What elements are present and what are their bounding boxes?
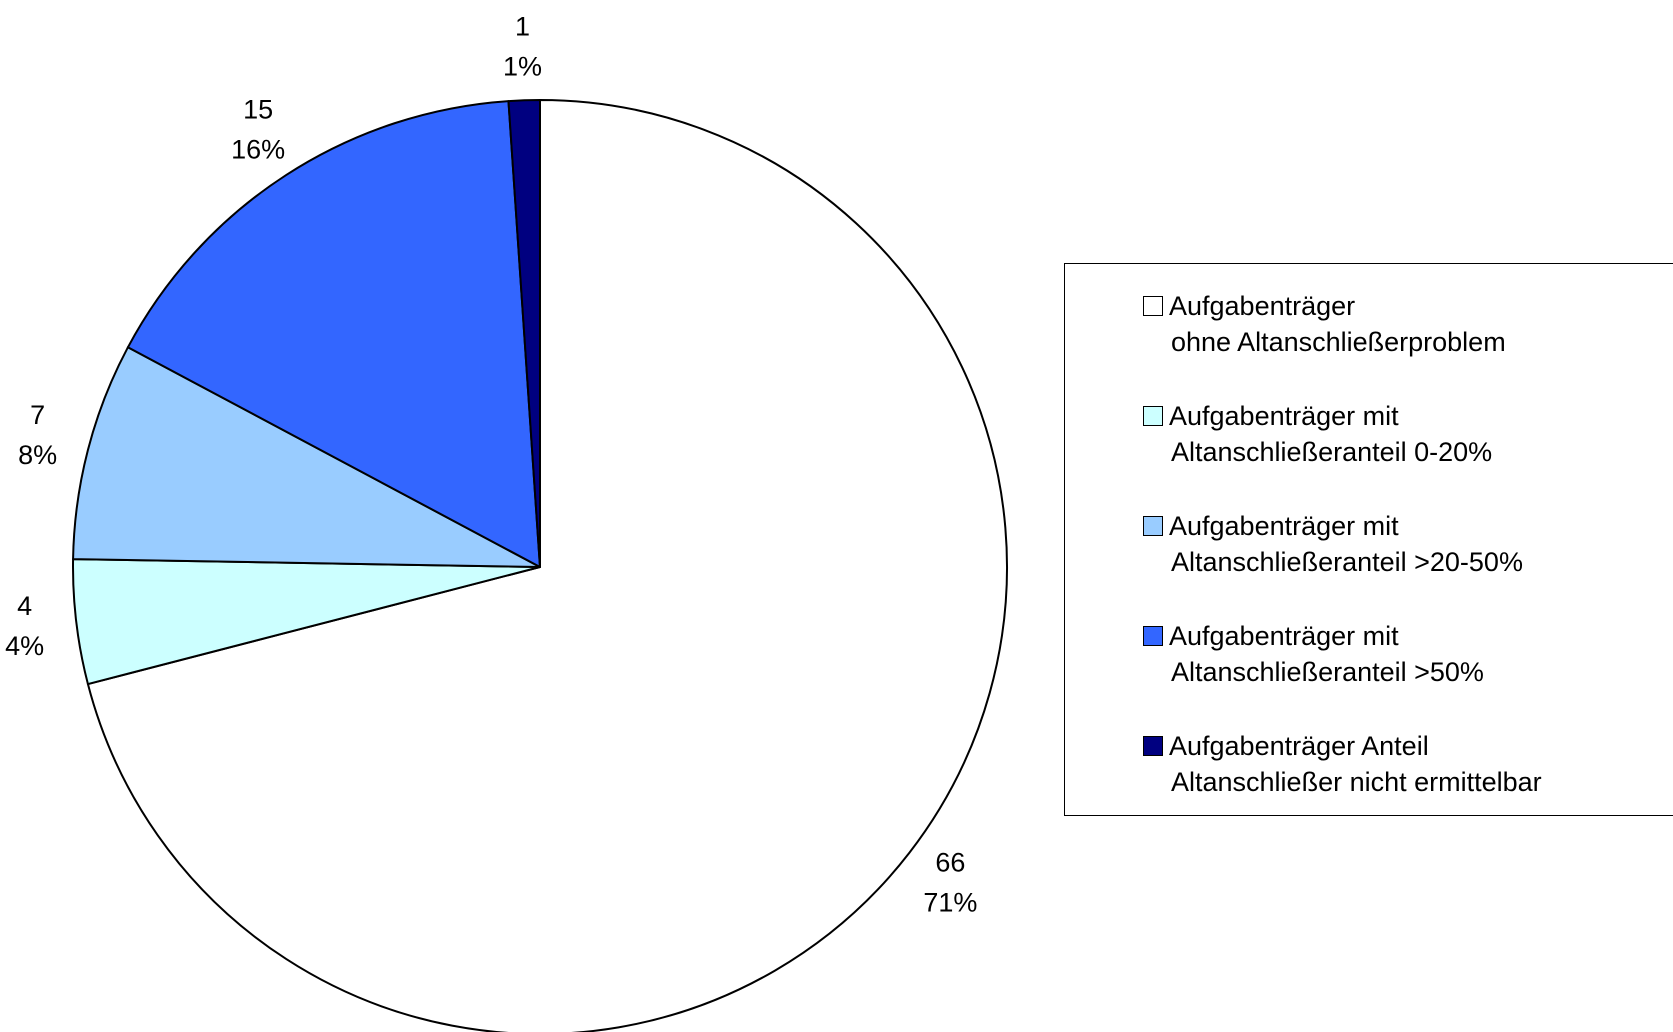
legend-text: Aufgabenträger mit Altanschließeranteil … xyxy=(1169,398,1492,470)
legend-label-line: Aufgabenträger xyxy=(1169,291,1356,321)
legend-label-line: Altanschließeranteil >50% xyxy=(1171,657,1484,687)
slice-value-label: 15 xyxy=(243,94,273,124)
legend-text: Aufgabenträger mit Altanschließeranteil … xyxy=(1169,508,1523,580)
slice-label: 15 16% xyxy=(231,94,285,164)
legend-item-no-problem: Aufgabenträger ohne Altanschließerproble… xyxy=(1143,288,1673,398)
slice-percent-label: 16% xyxy=(231,134,285,164)
legend-label-line: ohne Altanschließerproblem xyxy=(1171,327,1506,357)
slice-label: 4 4% xyxy=(5,591,44,661)
pie-slice xyxy=(86,99,1008,1032)
legend-label-line: Aufgabenträger mit xyxy=(1169,621,1399,651)
slice-percent-label: 8% xyxy=(18,440,57,470)
legend-item-not-determinable: Aufgabenträger Anteil Altanschließer nic… xyxy=(1143,728,1673,838)
legend-swatch xyxy=(1143,296,1163,316)
slice-value-label: 4 xyxy=(17,591,32,621)
legend-label-line: Aufgabenträger Anteil xyxy=(1169,731,1429,761)
legend-label-line: Altanschließeranteil 0-20% xyxy=(1171,437,1493,467)
legend: Aufgabenträger ohne Altanschließerproble… xyxy=(1064,263,1673,816)
legend-item-20-50: Aufgabenträger mit Altanschließeranteil … xyxy=(1143,508,1673,618)
legend-text: Aufgabenträger ohne Altanschließerproble… xyxy=(1169,288,1506,360)
legend-text: Aufgabenträger mit Altanschließeranteil … xyxy=(1169,618,1484,690)
slice-value-label: 66 xyxy=(935,848,965,878)
pie-slice xyxy=(126,100,541,568)
legend-swatch xyxy=(1143,736,1163,756)
legend-label-line: Aufgabenträger mit xyxy=(1169,401,1399,431)
legend-swatch xyxy=(1143,626,1163,646)
slice-percent-label: 1% xyxy=(503,51,542,81)
pie-slice xyxy=(507,99,541,568)
legend-item-over-50: Aufgabenträger mit Altanschließeranteil … xyxy=(1143,618,1673,728)
pie-slices xyxy=(72,99,1008,1032)
slice-value-label: 1 xyxy=(515,11,530,41)
legend-swatch xyxy=(1143,406,1163,426)
slice-percent-label: 4% xyxy=(5,631,44,661)
legend-label-line: Altanschließer nicht ermittelbar xyxy=(1171,767,1542,797)
legend-swatch xyxy=(1143,516,1163,536)
legend-item-0-20: Aufgabenträger mit Altanschließeranteil … xyxy=(1143,398,1673,508)
slice-percent-label: 71% xyxy=(923,888,977,918)
slice-label: 7 8% xyxy=(18,400,57,470)
slice-labels: 66 71%4 4%7 8%15 16%1 1% xyxy=(5,11,977,917)
legend-list: Aufgabenträger ohne Altanschließerproble… xyxy=(1065,264,1673,838)
slice-label: 66 71% xyxy=(923,848,977,918)
slice-label: 1 1% xyxy=(503,11,542,81)
legend-label-line: Aufgabenträger mit xyxy=(1169,511,1399,541)
pie-slice xyxy=(72,346,541,568)
legend-label-line: Altanschließeranteil >20-50% xyxy=(1171,547,1523,577)
legend-text: Aufgabenträger Anteil Altanschließer nic… xyxy=(1169,728,1542,800)
slice-value-label: 7 xyxy=(30,400,45,430)
